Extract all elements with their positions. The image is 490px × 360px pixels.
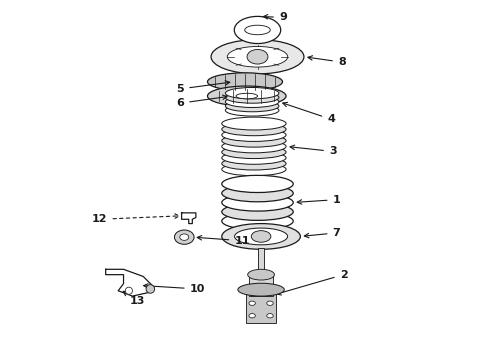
Text: 3: 3 (290, 145, 337, 157)
Ellipse shape (207, 86, 286, 106)
Ellipse shape (222, 203, 293, 220)
Ellipse shape (225, 92, 279, 103)
FancyBboxPatch shape (249, 275, 272, 296)
Ellipse shape (146, 285, 155, 293)
Ellipse shape (236, 93, 258, 99)
Ellipse shape (180, 234, 189, 240)
Ellipse shape (222, 175, 293, 193)
Ellipse shape (174, 230, 194, 244)
FancyBboxPatch shape (246, 294, 276, 323)
Ellipse shape (222, 140, 286, 153)
Text: 12: 12 (92, 214, 179, 224)
Ellipse shape (222, 163, 286, 176)
Ellipse shape (222, 157, 286, 170)
Ellipse shape (222, 152, 286, 164)
Ellipse shape (225, 87, 279, 99)
Ellipse shape (222, 146, 286, 158)
Text: 5: 5 (177, 81, 230, 94)
Ellipse shape (227, 46, 288, 67)
Text: 7: 7 (304, 228, 340, 238)
Ellipse shape (247, 269, 274, 280)
Ellipse shape (222, 185, 293, 202)
Ellipse shape (249, 301, 255, 305)
Ellipse shape (267, 314, 273, 318)
Ellipse shape (238, 283, 284, 296)
Text: 10: 10 (144, 284, 205, 294)
Text: 2: 2 (276, 270, 347, 295)
Ellipse shape (225, 100, 279, 112)
Text: 1: 1 (297, 195, 340, 204)
Ellipse shape (211, 40, 304, 74)
Text: 8: 8 (308, 56, 345, 67)
Ellipse shape (249, 314, 255, 318)
Ellipse shape (235, 228, 288, 245)
Text: 9: 9 (263, 13, 287, 22)
Text: 4: 4 (283, 102, 335, 124)
Ellipse shape (222, 129, 286, 141)
Ellipse shape (225, 105, 279, 116)
Ellipse shape (234, 17, 281, 44)
Ellipse shape (207, 73, 283, 91)
Ellipse shape (222, 117, 286, 130)
FancyBboxPatch shape (258, 248, 264, 275)
Ellipse shape (225, 96, 279, 108)
Ellipse shape (222, 134, 286, 147)
Text: 6: 6 (176, 95, 227, 108)
Ellipse shape (125, 287, 132, 294)
Ellipse shape (222, 212, 293, 230)
Ellipse shape (222, 123, 286, 136)
Text: 13: 13 (123, 291, 145, 306)
Ellipse shape (222, 194, 293, 211)
Ellipse shape (251, 231, 271, 242)
Ellipse shape (247, 49, 268, 64)
Text: 11: 11 (197, 235, 250, 246)
Ellipse shape (267, 301, 273, 305)
Ellipse shape (222, 224, 300, 249)
